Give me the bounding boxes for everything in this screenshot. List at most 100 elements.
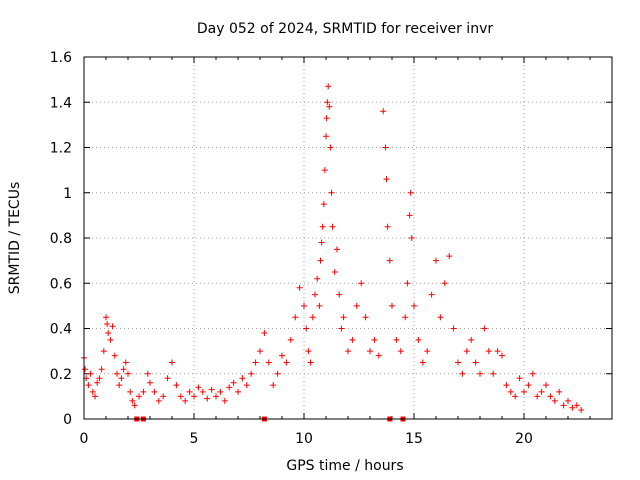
data-point xyxy=(468,336,475,343)
grid xyxy=(84,57,612,419)
data-point xyxy=(411,302,417,309)
data-point xyxy=(136,393,142,400)
data-point xyxy=(195,384,202,391)
data-point xyxy=(303,325,310,332)
data-point xyxy=(415,336,422,343)
data-point xyxy=(424,348,431,355)
data-points xyxy=(81,83,585,413)
data-point xyxy=(160,393,167,400)
data-point xyxy=(327,144,334,151)
data-point xyxy=(406,212,413,219)
data-point xyxy=(324,99,331,106)
data-point xyxy=(380,108,387,115)
data-point xyxy=(450,325,457,332)
data-point xyxy=(521,388,527,395)
data-point xyxy=(261,330,268,337)
data-point xyxy=(371,336,378,343)
data-point xyxy=(111,352,118,359)
data-point xyxy=(270,382,277,389)
data-point xyxy=(334,246,340,253)
data-point xyxy=(116,382,123,389)
data-point xyxy=(177,393,184,400)
data-point xyxy=(96,375,103,382)
data-point xyxy=(105,330,112,337)
axis-ticks: 0 5 10 15 20 0 0.2 0.4 0.6 0.8 1 1.2 1.4 1.6 xyxy=(50,50,613,447)
x-axis-label: GPS time / hours xyxy=(286,458,403,474)
data-point xyxy=(248,370,255,377)
data-point xyxy=(329,223,336,230)
data-point xyxy=(208,386,215,393)
data-point xyxy=(217,388,224,395)
data-point xyxy=(296,284,303,291)
data-point xyxy=(274,370,281,377)
data-point xyxy=(301,302,307,309)
data-point xyxy=(164,375,171,382)
data-point xyxy=(114,370,120,377)
data-point xyxy=(538,388,545,395)
data-point xyxy=(578,406,585,413)
data-point xyxy=(325,83,332,90)
data-point xyxy=(353,302,360,309)
data-point xyxy=(144,370,151,377)
y-tick-label: 1.4 xyxy=(50,95,72,111)
y-tick-label: 1.2 xyxy=(50,141,72,157)
data-point xyxy=(433,257,439,264)
data-point xyxy=(428,291,435,298)
data-point xyxy=(328,189,335,196)
y-tick-label: 0.6 xyxy=(50,276,72,292)
x-tick-label: 0 xyxy=(80,431,89,447)
data-point xyxy=(316,302,323,309)
data-point xyxy=(98,366,105,373)
data-point xyxy=(182,397,189,404)
data-point xyxy=(441,280,448,287)
data-point xyxy=(87,370,94,377)
data-point xyxy=(407,189,414,196)
data-point xyxy=(279,352,285,359)
y-tick-label: 0.4 xyxy=(50,322,72,338)
data-point xyxy=(226,384,233,391)
y-axis-label: SRMTID / TECUs xyxy=(7,182,23,295)
data-point xyxy=(507,388,514,395)
data-point xyxy=(127,388,134,395)
data-point xyxy=(213,393,219,400)
data-point xyxy=(560,402,567,409)
data-point xyxy=(186,388,193,395)
data-point xyxy=(494,348,501,355)
data-point xyxy=(543,382,549,389)
data-point xyxy=(318,239,325,246)
data-point xyxy=(230,379,237,386)
data-point xyxy=(503,382,510,389)
data-point xyxy=(389,302,395,309)
data-point xyxy=(358,280,365,287)
data-point xyxy=(107,336,114,343)
x-tick-label: 5 xyxy=(190,431,199,447)
data-point xyxy=(292,314,299,321)
data-point xyxy=(569,404,576,411)
data-point xyxy=(516,375,523,382)
data-point xyxy=(92,393,98,400)
data-point xyxy=(393,336,400,343)
data-point xyxy=(85,382,92,389)
data-point xyxy=(397,348,404,355)
data-point xyxy=(309,314,316,321)
data-point xyxy=(287,336,294,343)
data-point xyxy=(485,348,492,355)
data-point xyxy=(459,370,466,377)
data-point xyxy=(199,388,206,395)
data-point xyxy=(265,359,272,366)
data-point xyxy=(529,370,536,377)
data-point xyxy=(477,370,483,377)
data-point xyxy=(386,257,393,264)
data-point xyxy=(331,268,338,275)
data-point xyxy=(525,382,532,389)
data-point xyxy=(375,352,382,359)
data-point xyxy=(556,388,563,395)
data-point xyxy=(314,275,321,282)
data-point xyxy=(402,314,409,321)
data-point xyxy=(140,388,147,395)
data-point xyxy=(404,280,411,287)
data-point xyxy=(340,314,347,321)
data-point xyxy=(305,348,312,355)
x-tick-label: 15 xyxy=(405,431,423,447)
